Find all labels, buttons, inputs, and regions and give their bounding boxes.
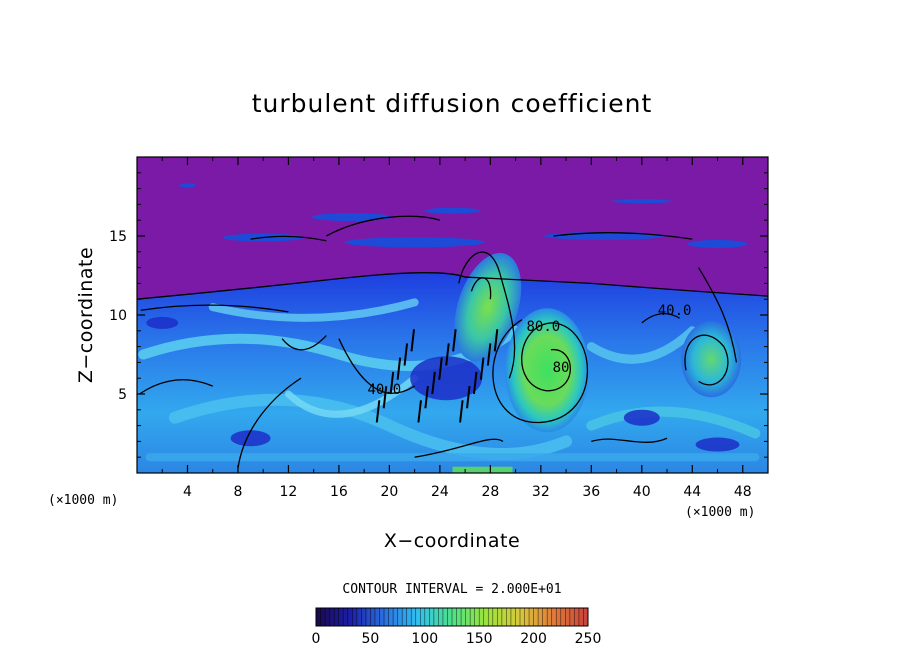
contour-line (641, 312, 680, 324)
field-band (586, 406, 761, 439)
contour-striation (466, 385, 471, 409)
contour-striation (472, 371, 478, 395)
contour-striation (438, 357, 443, 380)
x-tick-label: 40 (633, 484, 651, 500)
contour-labels: 40.0 80.0 80 40.0 (367, 303, 691, 398)
x-axis-ticks: 4 8 12 16 20 24 28 32 36 40 44 48 (161, 157, 752, 500)
contour-line (414, 438, 504, 458)
field-patch (230, 430, 271, 447)
contour-striation (410, 329, 416, 352)
contour-label: 80 (553, 360, 570, 376)
x-tick-label: 36 (582, 484, 600, 500)
x-unit-left: (×1000 m) (48, 493, 118, 508)
cloud-wisp (311, 213, 392, 222)
cloud-wisp (611, 199, 672, 204)
field-patch (623, 409, 660, 426)
contour-striation (486, 343, 492, 366)
colorbar-tick-label: 250 (575, 631, 602, 647)
y-tick-label: 15 (109, 229, 127, 245)
contour-line (470, 277, 492, 300)
contour-label: 80.0 (527, 319, 561, 335)
cloud-wisp (424, 207, 481, 214)
contour-striation (375, 400, 381, 423)
contour-line (250, 235, 327, 242)
colorbar-tick-label: 150 (466, 631, 493, 647)
cloud-wisp (687, 239, 748, 248)
x-tick-label: 4 (183, 484, 192, 500)
contour-striation (431, 371, 436, 395)
colorbar-tick-label: 200 (520, 631, 547, 647)
cloud-wisp (344, 237, 485, 248)
contour-striation (389, 371, 395, 395)
x-tick-label: 28 (481, 484, 499, 500)
contour-line (492, 319, 589, 424)
y-axis-ticks: 5 10 15 (109, 172, 768, 458)
x-tick-label: 24 (431, 484, 449, 500)
heatmap-field (137, 157, 768, 473)
field-band (138, 325, 521, 371)
contour-line (325, 215, 441, 237)
contour-line (698, 267, 738, 363)
rising-plume (454, 253, 522, 362)
x-axis-title: X−coordinate (384, 530, 520, 552)
contour-label: 40.0 (658, 303, 692, 319)
contour-striation (452, 329, 457, 352)
colorbar: 0 50 100 150 200 250 (312, 607, 602, 647)
field-band (586, 326, 697, 364)
contour-striation (459, 400, 464, 423)
x-tick-label: 16 (330, 484, 348, 500)
field-band (208, 298, 419, 322)
field-patch (146, 316, 179, 329)
contour-striation (493, 329, 499, 352)
contour-line (684, 334, 729, 386)
y-tick-label: 5 (118, 387, 127, 403)
colorbar-tick-label: 100 (411, 631, 438, 647)
x-tick-label: 32 (532, 484, 550, 500)
ground-spot (452, 466, 513, 473)
contour-line (237, 377, 302, 469)
colorbar-tick-label: 50 (361, 631, 379, 647)
contour-striation (479, 357, 485, 380)
colorbar-tick-label: 0 (312, 631, 321, 647)
x-tick-label: 44 (683, 484, 701, 500)
x-unit-right: (×1000 m) (685, 505, 755, 520)
contour-striation (382, 385, 388, 409)
contour-striation (445, 343, 450, 366)
y-tick-label: 10 (109, 308, 127, 324)
contour-line (591, 437, 668, 443)
contour-line (137, 272, 768, 300)
chart-title: turbulent diffusion coefficient (252, 89, 653, 118)
field-band (284, 374, 419, 418)
y-axis-title: Z−coordinate (75, 247, 97, 383)
contour-striation (424, 385, 429, 409)
contour-line (553, 232, 693, 240)
x-tick-label: 12 (280, 484, 298, 500)
field-patch (695, 437, 740, 452)
contour-striation (417, 400, 422, 423)
contour-line (281, 335, 327, 351)
contour-line (338, 338, 415, 394)
contour-striation (396, 357, 402, 380)
contour-label: 40.0 (367, 382, 401, 398)
x-tick-label: 20 (380, 484, 398, 500)
contour-striation (403, 343, 409, 366)
right-eddy (681, 321, 742, 398)
x-tick-label: 48 (734, 484, 752, 500)
contour-line (139, 379, 213, 395)
contour-line (140, 304, 289, 313)
contour-interval-label: CONTOUR INTERVAL = 2.000E+01 (342, 582, 561, 597)
x-tick-label: 8 (233, 484, 242, 500)
contour-line (458, 251, 516, 379)
contour-lines (137, 215, 768, 469)
cloud-wisp (179, 183, 196, 188)
